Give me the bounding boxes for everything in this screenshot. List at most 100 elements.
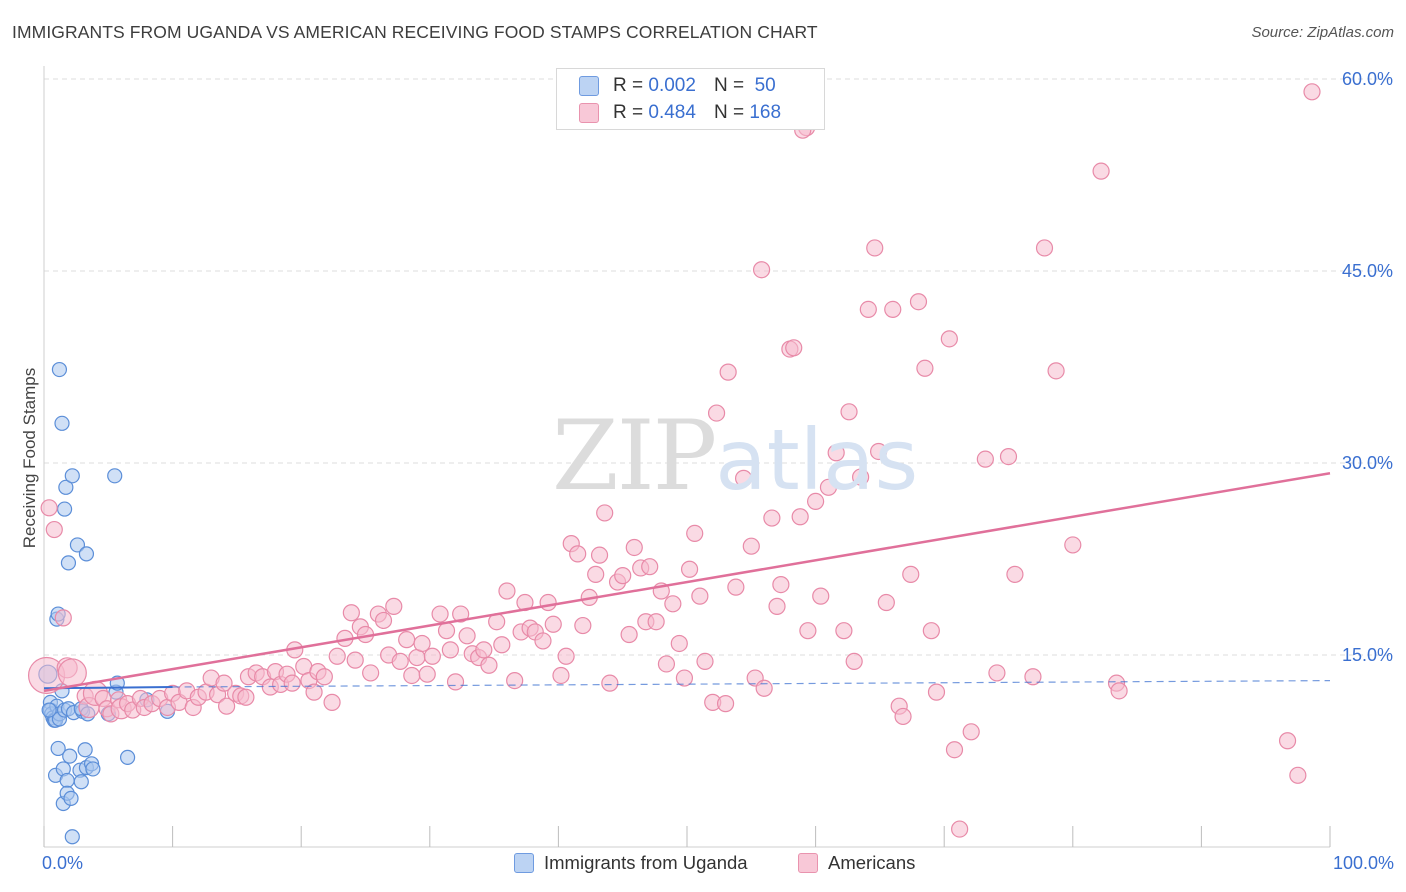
americans-point: [342, 604, 360, 622]
americans-point: [962, 723, 980, 741]
americans-point: [707, 404, 726, 422]
legend-n-value: 50: [754, 75, 776, 96]
americans-point: [691, 587, 709, 605]
americans-point: [727, 578, 745, 596]
y-tick-label: 15.0%: [1342, 645, 1393, 665]
uganda-point: [69, 537, 86, 553]
uganda-point: [59, 772, 75, 789]
americans-point: [587, 565, 605, 583]
y-tick-label: 45.0%: [1342, 261, 1393, 281]
y-tick-label: 60.0%: [1342, 69, 1393, 89]
trend-lines: [43, 472, 1331, 693]
americans-point: [922, 622, 940, 640]
americans-point: [719, 363, 737, 381]
uganda-trend-extension: [172, 679, 1331, 688]
americans-point: [625, 538, 643, 557]
americans-point: [1035, 239, 1054, 257]
americans-point: [927, 683, 946, 701]
uganda-point: [51, 361, 68, 378]
series-uganda-points: [38, 361, 176, 845]
americans-point: [346, 651, 364, 669]
correlation-legend: R = 0.002 N = 50 R = 0.484 N = 168: [556, 68, 825, 130]
americans-point: [534, 632, 552, 650]
americans-point: [1289, 766, 1307, 784]
gridlines: [44, 78, 1392, 656]
americans-point: [493, 636, 511, 654]
americans-point: [423, 647, 441, 665]
americans-point: [734, 469, 753, 487]
uganda-point: [56, 501, 73, 517]
legend-swatch-pink: [798, 853, 818, 873]
americans-point: [315, 668, 333, 686]
legend-r-label: R =: [613, 75, 644, 96]
americans-point: [916, 359, 934, 377]
americans-point: [441, 641, 459, 659]
series-americans-points: [27, 83, 1321, 838]
americans-point: [768, 597, 786, 615]
chart-title: IMMIGRANTS FROM UGANDA VS AMERICAN RECEI…: [12, 22, 818, 42]
uganda-point: [41, 702, 57, 718]
legend-n-value: 168: [749, 102, 782, 123]
uganda-point: [78, 546, 95, 562]
americans-point: [716, 695, 735, 713]
watermark-zip: ZIP: [552, 400, 717, 512]
americans-point: [884, 300, 902, 318]
americans-point: [215, 674, 233, 692]
americans-point: [413, 634, 431, 653]
uganda-point: [58, 479, 74, 495]
americans-point: [806, 492, 825, 510]
watermark-atlas: atlas: [715, 411, 919, 509]
americans-point: [664, 595, 682, 613]
americans-point: [506, 671, 524, 690]
americans-point: [940, 330, 958, 348]
americans-point: [40, 499, 58, 517]
series-legend: Immigrants from Uganda Americans: [0, 852, 1406, 878]
legend-item-americans[interactable]: Americans: [798, 852, 915, 874]
americans-point: [870, 442, 888, 461]
americans-point: [218, 697, 236, 715]
uganda-point: [54, 415, 70, 431]
americans-point: [894, 707, 912, 726]
americans-point: [902, 565, 920, 583]
americans-point: [763, 509, 781, 527]
uganda-point: [119, 749, 136, 766]
americans-point: [827, 444, 845, 462]
americans-point: [909, 293, 928, 311]
americans-point: [596, 504, 614, 522]
americans-point: [1064, 536, 1082, 554]
americans-point: [755, 679, 773, 697]
legend-item-uganda[interactable]: Immigrants from Uganda: [514, 852, 748, 874]
americans-point: [552, 666, 570, 685]
uganda-point: [50, 740, 66, 757]
americans-point: [452, 605, 470, 623]
americans-point: [620, 625, 638, 644]
americans-point: [385, 597, 403, 615]
americans-point: [696, 652, 714, 671]
americans-point: [498, 582, 516, 600]
legend-label-americans: Americans: [828, 852, 916, 873]
americans-point: [403, 666, 421, 685]
americans-point: [819, 478, 838, 496]
americans-point: [877, 593, 895, 612]
legend-r-value: 0.484: [648, 102, 696, 123]
x-tick-label-min: 0.0%: [42, 853, 83, 873]
americans-point: [988, 664, 1006, 682]
americans-point: [1006, 565, 1024, 583]
legend-row-americans: R = 0.484 N = 168: [579, 101, 781, 125]
americans-point: [431, 605, 449, 623]
americans-point: [752, 261, 771, 279]
americans-trend-line: [43, 472, 1331, 693]
americans-point: [999, 448, 1018, 466]
americans-point: [328, 647, 346, 665]
americans-point: [1047, 362, 1065, 380]
uganda-point: [64, 468, 80, 484]
americans-point: [601, 674, 619, 692]
legend-swatch-blue: [579, 76, 599, 96]
uganda-point: [64, 829, 80, 845]
americans-point: [557, 647, 575, 665]
legend-r-value: 0.002: [648, 75, 696, 96]
americans-point: [1278, 732, 1297, 750]
americans-point: [791, 508, 809, 526]
legend-swatch-pink: [579, 103, 599, 123]
americans-point: [283, 674, 301, 692]
